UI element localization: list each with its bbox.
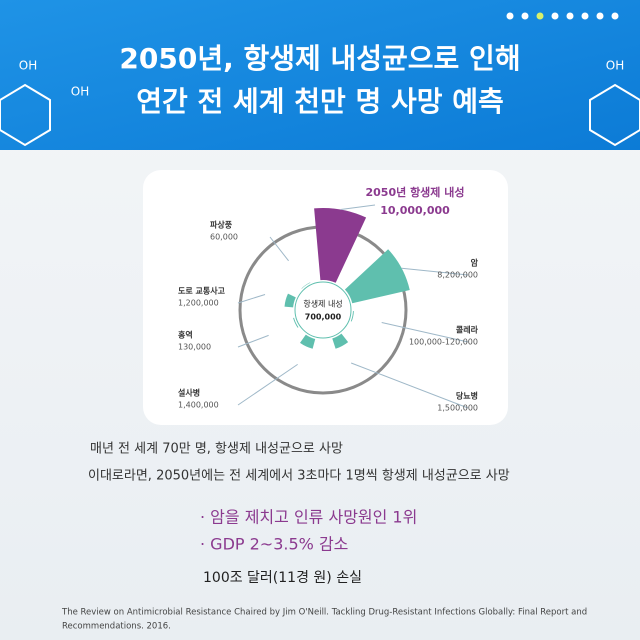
sector bbox=[332, 333, 349, 349]
center-value: 700,000 bbox=[305, 313, 342, 322]
bullet: · GDP 2~3.5% 감소 bbox=[200, 535, 348, 554]
source: Recommendations. 2016. bbox=[62, 622, 171, 632]
value-label: 1,400,000 bbox=[178, 401, 219, 410]
leader-line bbox=[237, 334, 269, 348]
category-label: 2050년 항생제 내성 bbox=[366, 185, 465, 199]
loss: 100조 달러(11경 원) 손실 bbox=[203, 570, 362, 586]
value-label: 1,500,000 bbox=[437, 404, 478, 413]
leader-line bbox=[237, 293, 266, 304]
category-label: 암 bbox=[471, 258, 479, 268]
note: 매년 전 세계 70만 명, 항생제 내성균으로 사망 bbox=[90, 442, 343, 457]
sector bbox=[300, 334, 316, 349]
bullet: · 암을 제치고 인류 사망원인 1위 bbox=[200, 508, 417, 527]
molecule-label: OH bbox=[606, 59, 624, 73]
category-label: 도로 교통사고 bbox=[178, 286, 226, 296]
leader-line bbox=[381, 321, 469, 343]
value-label: 100,000-120,000 bbox=[409, 338, 478, 347]
value-label: 10,000,000 bbox=[380, 204, 450, 217]
leader-line bbox=[237, 363, 298, 406]
center-label: 항생제 내성 bbox=[303, 299, 342, 309]
dots bbox=[506, 12, 619, 20]
chart: 2050년 항생제 내성 10,000,000 암 8,200,000 콜레라 100,0… bbox=[178, 185, 479, 413]
leader-line bbox=[269, 236, 289, 262]
sector bbox=[293, 317, 299, 328]
sector bbox=[314, 208, 367, 283]
category-label: 콜레라 bbox=[456, 325, 479, 335]
value-label: 1,200,000 bbox=[178, 299, 219, 308]
molecule-label: OH bbox=[71, 85, 89, 99]
sector bbox=[284, 293, 296, 308]
note: 이대로라면, 2050년에는 전 세계에서 3초마다 1명씩 항생제 내성균으로… bbox=[88, 469, 510, 484]
sector bbox=[301, 282, 311, 289]
center-circle bbox=[294, 281, 352, 339]
title: 연간 전 세계 천만 명 사망 예측 bbox=[136, 85, 504, 118]
molecule-label: OH bbox=[19, 59, 37, 73]
source: The Review on Antimicrobial Resistance C… bbox=[61, 608, 587, 618]
category-label: 당뇨병 bbox=[456, 391, 478, 401]
value-label: 60,000 bbox=[210, 233, 238, 242]
category-label: 설사병 bbox=[178, 388, 200, 398]
header bbox=[0, 0, 640, 150]
leader-line bbox=[340, 204, 376, 211]
leader-line bbox=[401, 267, 469, 276]
sector bbox=[350, 311, 354, 322]
category-label: 파상풍 bbox=[210, 220, 233, 230]
value-label: 8,200,000 bbox=[437, 271, 478, 280]
value-label: 130,000 bbox=[178, 343, 211, 352]
molecule bbox=[0, 83, 640, 147]
sector bbox=[344, 249, 410, 304]
leader-line bbox=[350, 362, 469, 409]
category-label: 홍역 bbox=[178, 330, 193, 340]
title: 2050년, 항생제 내성균으로 인해 bbox=[119, 42, 520, 75]
